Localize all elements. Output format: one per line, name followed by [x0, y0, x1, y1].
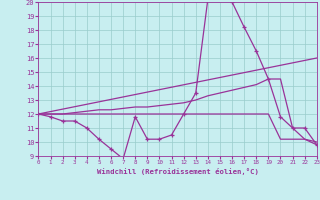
X-axis label: Windchill (Refroidissement éolien,°C): Windchill (Refroidissement éolien,°C): [97, 168, 259, 175]
